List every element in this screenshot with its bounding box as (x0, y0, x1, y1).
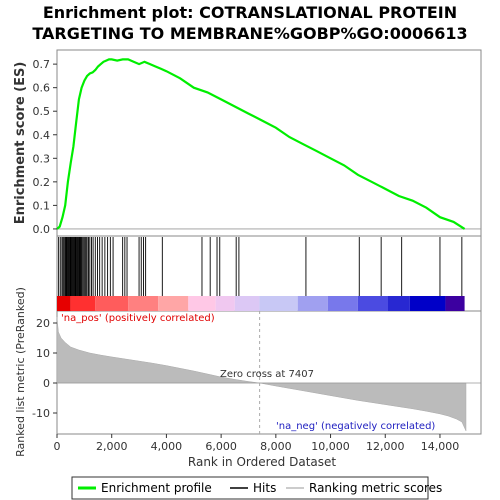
heatbar-segment (215, 296, 235, 311)
es-y-tick-label: 0.2 (33, 176, 51, 189)
x-tick-label: 0 (54, 440, 61, 453)
heatbar-segment (70, 296, 96, 311)
enrichment-profile-line (56, 58, 466, 230)
heatbar-segment (128, 296, 159, 311)
x-tick-label: 14,000 (421, 440, 460, 453)
metric-y-tick-label: 10 (36, 347, 50, 360)
es-y-tick-label: 0.4 (33, 129, 51, 142)
y-axis-label-metric: Ranked list metric (PreRanked) (14, 287, 27, 457)
heatbar-segment (188, 296, 216, 311)
heatbar-segment (387, 296, 410, 311)
es-y-tick-label: 0.0 (33, 223, 51, 236)
x-axis-label: Rank in Ordered Dataset (188, 455, 336, 469)
es-y-tick-label: 0.5 (33, 105, 51, 118)
x-tick-label: 10,000 (311, 440, 350, 453)
x-tick-label: 6,000 (205, 440, 237, 453)
legend-label-enrichment: Enrichment profile (101, 481, 212, 495)
legend-label-hits: Hits (253, 481, 276, 495)
zero-cross-annotation: Zero cross at 7407 (220, 369, 314, 380)
metric-area (56, 316, 467, 432)
legend-label-metric: Ranking metric scores (309, 481, 442, 495)
legend-box (71, 476, 429, 500)
x-tick-label: 12,000 (366, 440, 405, 453)
pos-annotation: 'na_pos' (positively correlated) (61, 313, 215, 324)
es-y-tick-label: 0.7 (33, 58, 51, 71)
heatbar-segment (445, 296, 465, 311)
es-panel-frame (56, 49, 482, 237)
chart-title-line2: TARGETING TO MEMBRANE%GOBP%GO:0006613 (32, 24, 467, 43)
x-tick-label: 4,000 (151, 440, 183, 453)
heatbar-segment (409, 296, 446, 311)
heatbar-segment (57, 296, 71, 311)
es-y-tick-label: 0.3 (33, 152, 51, 165)
heatbar-segment (327, 296, 358, 311)
heatbar-segment (297, 296, 328, 311)
heatbar-segment (234, 296, 260, 311)
x-tick-label: 8,000 (260, 440, 292, 453)
chart-title-line1: Enrichment plot: COTRANSLATIONAL PROTEIN (43, 3, 457, 22)
x-tick-label: 2,000 (96, 440, 128, 453)
metric-y-tick-label: 20 (36, 317, 50, 330)
heatbar-segment (357, 296, 388, 311)
neg-annotation: 'na_neg' (negatively correlated) (276, 421, 435, 432)
metric-y-tick-label: 0 (43, 377, 50, 390)
es-y-tick-label: 0.1 (33, 199, 51, 212)
heatbar-segment (259, 296, 298, 311)
metric-y-tick-label: -10 (32, 407, 50, 420)
heatbar-segment (158, 296, 189, 311)
es-y-tick-label: 0.6 (33, 82, 51, 95)
heatbar-segment (95, 296, 129, 311)
y-axis-label-es: Enrichment score (ES) (13, 62, 28, 225)
